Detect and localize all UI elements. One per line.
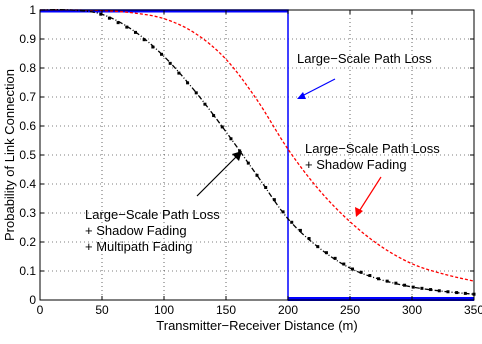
x-axis-label: Transmitter−Receiver Distance (m): [156, 318, 357, 333]
annotation-multipath-fading-line-1: Large−Scale Path Loss: [85, 207, 220, 222]
annotation-shadow-fading-line-2: + Shadow Fading: [305, 157, 407, 172]
series-point-multipath-fading: [99, 12, 103, 16]
series-point-multipath-fading: [350, 267, 354, 271]
series-point-multipath-fading: [298, 228, 302, 232]
series-point-multipath-fading: [177, 71, 181, 75]
y-tick-label: 1: [29, 3, 36, 17]
x-tick-label: 300: [402, 303, 422, 317]
series-point-multipath-fading: [411, 285, 415, 289]
series-point-multipath-fading: [333, 256, 337, 260]
series-point-multipath-fading: [316, 245, 320, 249]
annotation-shadow-fading: Large−Scale Path Loss + Shadow Fading: [305, 141, 443, 172]
series-point-multipath-fading: [385, 279, 389, 283]
y-tick-label: 0.2: [19, 235, 36, 249]
arrow-multipath-fading: [196, 151, 242, 197]
series-point-multipath-fading: [403, 283, 407, 287]
series-point-multipath-fading: [307, 237, 311, 241]
x-tick-label: 100: [154, 303, 174, 317]
y-tick-label: 0.4: [19, 177, 36, 191]
series-point-multipath-fading: [272, 198, 276, 202]
series-point-multipath-fading: [281, 210, 285, 214]
series-point-multipath-fading: [359, 270, 363, 274]
series-point-multipath-fading: [255, 173, 259, 177]
series-point-multipath-fading: [212, 114, 216, 118]
x-tick-label: 50: [95, 303, 109, 317]
series-point-multipath-fading: [229, 137, 233, 141]
x-tick-label: 350: [464, 303, 482, 317]
series-point-multipath-fading: [238, 149, 242, 153]
y-tick-label: 0.6: [19, 119, 36, 133]
arrow-path-loss: [297, 78, 336, 99]
series-point-multipath-fading: [394, 281, 398, 285]
series-point-multipath-fading: [446, 290, 450, 294]
annotation-shadow-fading-line-1: Large−Scale Path Loss: [305, 141, 440, 156]
x-tick-label: 0: [37, 303, 44, 317]
series-point-multipath-fading: [324, 251, 328, 255]
y-axis-label: Probability of Link Connection: [2, 69, 17, 241]
annotation-multipath-fading: Large−Scale Path Loss + Shadow Fading + …: [85, 207, 223, 254]
series-line-shadow-fading: [39, 9, 475, 282]
axis-ticks: 0 50 100 150 200 250 300 350 0 0.1 0.2 0.3 0.4 0.5 0.6…: [19, 3, 482, 317]
series-point-multipath-fading: [455, 291, 459, 295]
y-tick-label: 0.5: [19, 148, 36, 162]
series-point-multipath-fading: [142, 38, 146, 42]
x-tick-label: 250: [340, 303, 360, 317]
y-tick-label: 0.1: [19, 264, 36, 278]
series-point-multipath-fading: [107, 16, 111, 20]
series-point-multipath-fading: [463, 291, 467, 295]
series-point-multipath-fading: [420, 286, 424, 290]
series-point-multipath-fading: [246, 161, 250, 165]
series-point-multipath-fading: [160, 52, 164, 56]
series-point-multipath-fading: [377, 277, 381, 281]
series-point-multipath-fading: [429, 288, 433, 292]
y-tick-label: 0: [29, 293, 36, 307]
x-tick-label: 200: [278, 303, 298, 317]
series-point-multipath-fading: [290, 220, 294, 224]
series-point-multipath-fading: [220, 125, 224, 129]
series-point-multipath-fading: [133, 30, 137, 34]
series-point-multipath-fading: [125, 25, 129, 29]
series-line-multipath-fading: [39, 9, 475, 295]
series-point-multipath-fading: [151, 45, 155, 49]
series-point-multipath-fading: [368, 274, 372, 278]
series-point-multipath-fading: [194, 91, 198, 95]
x-tick-label: 150: [216, 303, 236, 317]
annotation-path-loss: Large−Scale Path Loss: [297, 51, 432, 66]
annotation-multipath-fading-line-2: + Shadow Fading: [85, 223, 187, 238]
y-tick-label: 0.3: [19, 206, 36, 220]
annotation-path-loss-line-1: Large−Scale Path Loss: [297, 51, 432, 66]
y-tick-label: 0.9: [19, 32, 36, 46]
arrow-shadow-fading: [355, 176, 382, 217]
series-point-multipath-fading: [116, 21, 120, 25]
series-point-multipath-fading: [203, 102, 207, 106]
series-point-multipath-fading: [186, 81, 190, 85]
series-point-multipath-fading: [168, 61, 172, 65]
series-point-multipath-fading: [342, 262, 346, 266]
y-tick-label: 0.8: [19, 61, 36, 75]
y-tick-label: 0.7: [19, 90, 36, 104]
series-point-multipath-fading: [437, 289, 441, 293]
series-point-multipath-fading: [264, 185, 268, 189]
annotation-multipath-fading-line-3: + Multipath Fading: [85, 239, 192, 254]
